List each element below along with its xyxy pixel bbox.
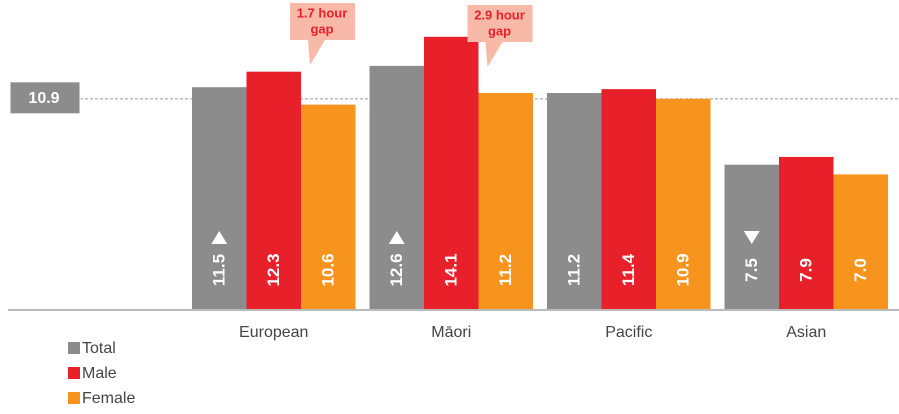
x-tick-label: European (239, 324, 308, 341)
legend-label: Female (82, 390, 135, 407)
x-tick-label: Māori (431, 324, 471, 341)
marker-up (388, 231, 405, 244)
x-tick-label: Pacific (605, 324, 652, 341)
bar (369, 65, 424, 310)
legend-swatch (68, 392, 80, 404)
bar (547, 93, 602, 310)
annotation-text: 1.7 hour (297, 5, 348, 20)
bar (246, 71, 301, 310)
bar (301, 104, 356, 310)
reference-box (9, 81, 81, 115)
value-label: 12.6 (387, 253, 406, 286)
callout (290, 3, 355, 65)
legend-label: Male (82, 365, 117, 382)
value-label: 7.9 (797, 258, 816, 282)
bar (833, 174, 888, 310)
value-label: 11.2 (565, 254, 584, 286)
marker-down (743, 231, 760, 244)
bar (656, 98, 711, 310)
value-label: 11.2 (496, 254, 515, 286)
value-label: 12.3 (264, 253, 283, 286)
value-label: 11.5 (210, 254, 229, 286)
value-label: 7.0 (851, 258, 870, 282)
legend-label: Total (82, 340, 116, 357)
value-label: 10.9 (674, 253, 693, 286)
bar (192, 87, 247, 310)
bar (478, 93, 533, 310)
bar (424, 36, 479, 310)
annotation-text: gap (310, 21, 333, 36)
bar (779, 156, 834, 310)
value-label: 14.1 (442, 253, 461, 286)
annotation-text: 2.9 hour (474, 7, 525, 22)
legend-swatch (68, 342, 80, 354)
reference-label: 10.9 (28, 90, 59, 107)
legend-swatch (68, 367, 80, 379)
callout (467, 5, 533, 67)
value-label: 10.6 (319, 253, 338, 286)
annotation-text: gap (488, 23, 511, 38)
value-label: 7.5 (742, 258, 761, 282)
bar (601, 89, 656, 310)
value-label: 11.4 (619, 253, 638, 286)
marker-up (211, 231, 228, 244)
x-tick-label: Asian (786, 324, 826, 341)
